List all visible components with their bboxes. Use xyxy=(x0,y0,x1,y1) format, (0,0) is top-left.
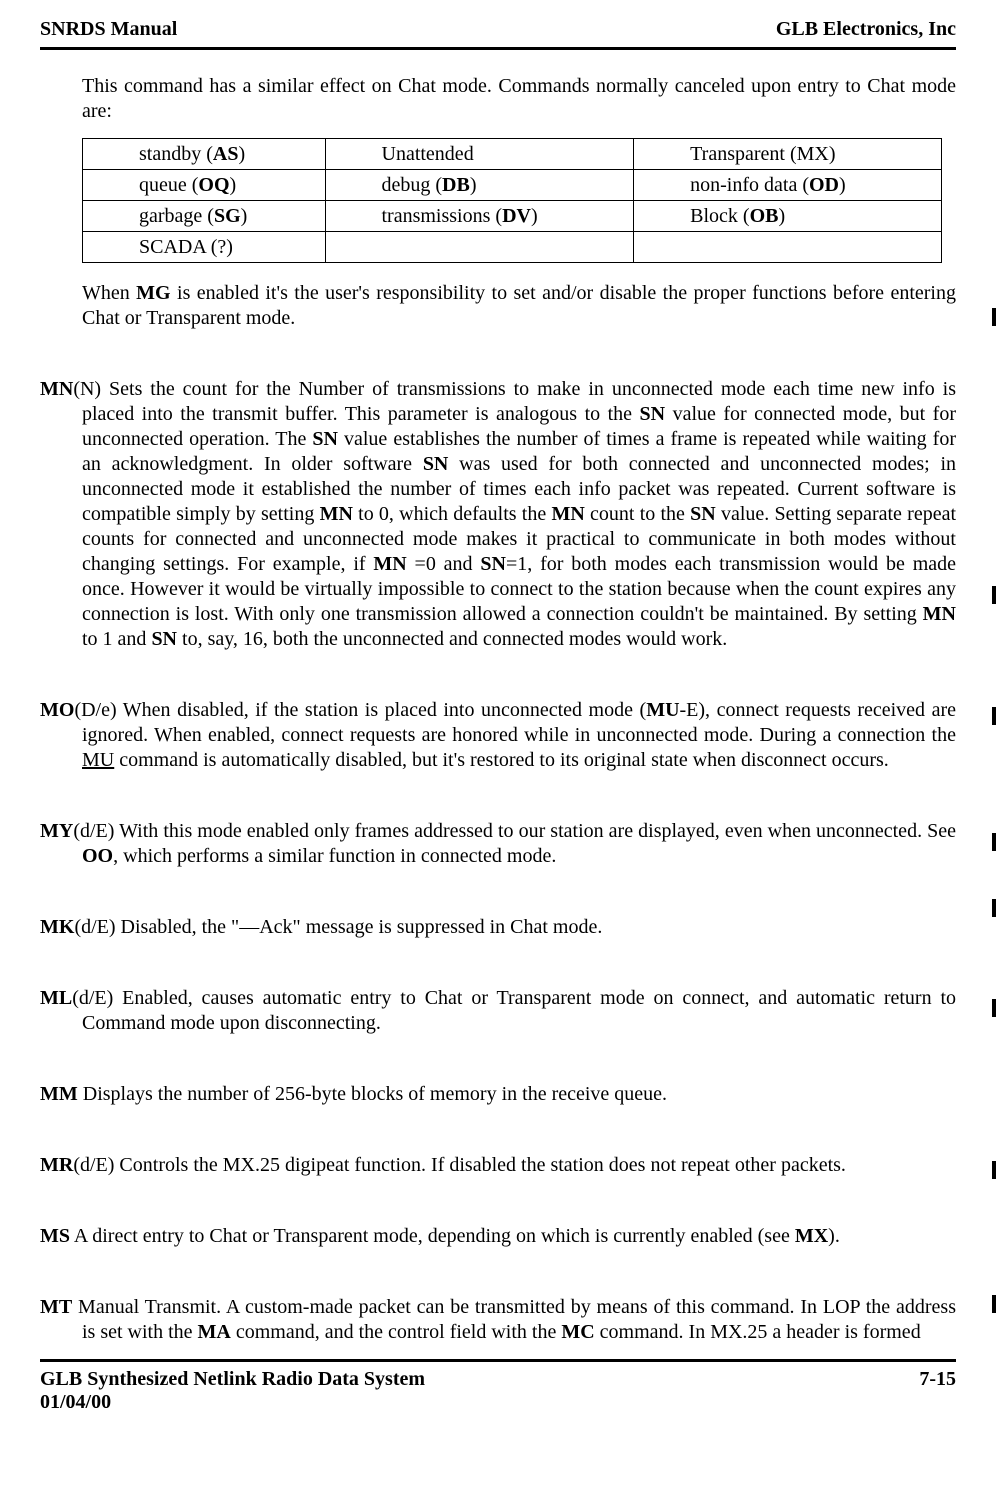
my-code: MY xyxy=(40,820,73,842)
table-cell: Unattended xyxy=(325,139,634,170)
mn-code: MN xyxy=(551,503,584,525)
intro-paragraph: This command has a similar effect on Cha… xyxy=(40,74,956,124)
text: command is automatically disabled, but i… xyxy=(114,749,889,771)
text: (d/E) Enabled, causes automatic entry to… xyxy=(72,987,956,1034)
mg-paragraph: When MG is enabled it's the user's respo… xyxy=(40,281,956,331)
table-cell: Block (OB) xyxy=(634,201,942,232)
text: A direct entry to Chat or Transparent mo… xyxy=(70,1225,795,1247)
sn-code: SN xyxy=(312,428,338,450)
mt-paragraph: MT Manual Transmit. A custom-made packet… xyxy=(40,1295,956,1345)
footer-left: GLB Synthesized Netlink Radio Data Syste… xyxy=(40,1368,425,1414)
table-row: garbage (SG) transmissions (DV) Block (O… xyxy=(83,201,942,232)
mo-paragraph: MO(D/e) When disabled, if the station is… xyxy=(40,698,956,773)
table-row: SCADA (?) xyxy=(83,232,942,263)
table-cell: debug (DB) xyxy=(325,170,634,201)
mr-paragraph: MR(d/E) Controls the MX.25 digipeat func… xyxy=(40,1153,956,1178)
revision-mark xyxy=(992,707,996,725)
table-cell: Transparent (MX) xyxy=(634,139,942,170)
canceled-commands-table: standby (AS) Unattended Transparent (MX)… xyxy=(82,138,942,263)
text: , which performs a similar function in c… xyxy=(113,845,556,867)
revision-mark xyxy=(992,833,996,851)
text: command. In MX.25 a header is formed xyxy=(595,1321,921,1343)
table-cell: garbage (SG) xyxy=(83,201,326,232)
footer-rule xyxy=(40,1359,956,1362)
revision-mark xyxy=(992,586,996,604)
table-cell: transmissions (DV) xyxy=(325,201,634,232)
page: SNRDS Manual GLB Electronics, Inc This c… xyxy=(0,0,996,1491)
sn-code: SN xyxy=(640,403,666,425)
text: count to the xyxy=(585,503,690,525)
ms-paragraph: MS A direct entry to Chat or Transparent… xyxy=(40,1224,956,1249)
table-cell: queue (OQ) xyxy=(83,170,326,201)
mg-code: MG xyxy=(136,282,170,304)
mn-paragraph: MN(N) Sets the count for the Number of t… xyxy=(40,377,956,652)
mm-paragraph: MM Displays the number of 256-byte block… xyxy=(40,1082,956,1107)
mx-code: MX xyxy=(795,1225,828,1247)
sn-code: SN xyxy=(151,628,177,650)
table-cell: SCADA (?) xyxy=(83,232,326,263)
revision-mark xyxy=(992,999,996,1017)
text: (d/E) With this mode enabled only frames… xyxy=(73,820,956,842)
table-cell: non-info data (OD) xyxy=(634,170,942,201)
revision-mark xyxy=(992,308,996,326)
sn-code: SN xyxy=(480,553,506,575)
footer-page-number: 7-15 xyxy=(919,1368,956,1414)
revision-mark xyxy=(992,1295,996,1313)
mt-code: MT xyxy=(40,1296,72,1318)
table-cell xyxy=(325,232,634,263)
text: to 0, which defaults the xyxy=(353,503,552,525)
ml-code: ML xyxy=(40,987,72,1009)
revision-mark xyxy=(992,899,996,917)
mo-code: MO xyxy=(40,699,74,721)
mn-code: MN xyxy=(320,503,353,525)
table-cell xyxy=(634,232,942,263)
ma-code: MA xyxy=(198,1321,231,1343)
table-row: queue (OQ) debug (DB) non-info data (OD) xyxy=(83,170,942,201)
text: to, say, 16, both the unconnected and co… xyxy=(177,628,727,650)
header-left: SNRDS Manual xyxy=(40,18,177,41)
text: =0 and xyxy=(407,553,481,575)
mc-code: MC xyxy=(561,1321,594,1343)
mk-paragraph: MK(d/E) Disabled, the "—Ack" message is … xyxy=(40,915,956,940)
text: (d/E) Disabled, the "—Ack" message is su… xyxy=(74,916,602,938)
my-paragraph: MY(d/E) With this mode enabled only fram… xyxy=(40,819,956,869)
text: is enabled it's the user's responsibilit… xyxy=(82,282,956,329)
sn-code: SN xyxy=(690,503,716,525)
mu-link: MU xyxy=(82,749,114,771)
mk-code: MK xyxy=(40,916,74,938)
text: to 1 and xyxy=(82,628,151,650)
text: When xyxy=(82,282,136,304)
page-footer: GLB Synthesized Netlink Radio Data Syste… xyxy=(40,1368,956,1414)
footer-date: 01/04/00 xyxy=(40,1391,425,1414)
text: (D/e) When disabled, if the station is p… xyxy=(74,699,646,721)
table-row: standby (AS) Unattended Transparent (MX) xyxy=(83,139,942,170)
text: ). xyxy=(828,1225,840,1247)
text: Displays the number of 256-byte blocks o… xyxy=(78,1083,667,1105)
oo-code: OO xyxy=(82,845,113,867)
ml-paragraph: ML(d/E) Enabled, causes automatic entry … xyxy=(40,986,956,1036)
header-right: GLB Electronics, Inc xyxy=(776,18,956,41)
mu-code: MU xyxy=(646,699,679,721)
header-rule xyxy=(40,47,956,50)
mn-code: MN xyxy=(40,378,73,400)
table-cell: standby (AS) xyxy=(83,139,326,170)
mn-code: MN xyxy=(373,553,406,575)
footer-title: GLB Synthesized Netlink Radio Data Syste… xyxy=(40,1368,425,1391)
text: (d/E) Controls the MX.25 digipeat functi… xyxy=(73,1154,846,1176)
sn-code: SN xyxy=(423,453,449,475)
mm-code: MM xyxy=(40,1083,78,1105)
mn-code: MN xyxy=(923,603,956,625)
page-header: SNRDS Manual GLB Electronics, Inc xyxy=(40,18,956,41)
revision-mark xyxy=(992,1161,996,1179)
text: command, and the control field with the xyxy=(231,1321,561,1343)
ms-code: MS xyxy=(40,1225,70,1247)
mr-code: MR xyxy=(40,1154,73,1176)
